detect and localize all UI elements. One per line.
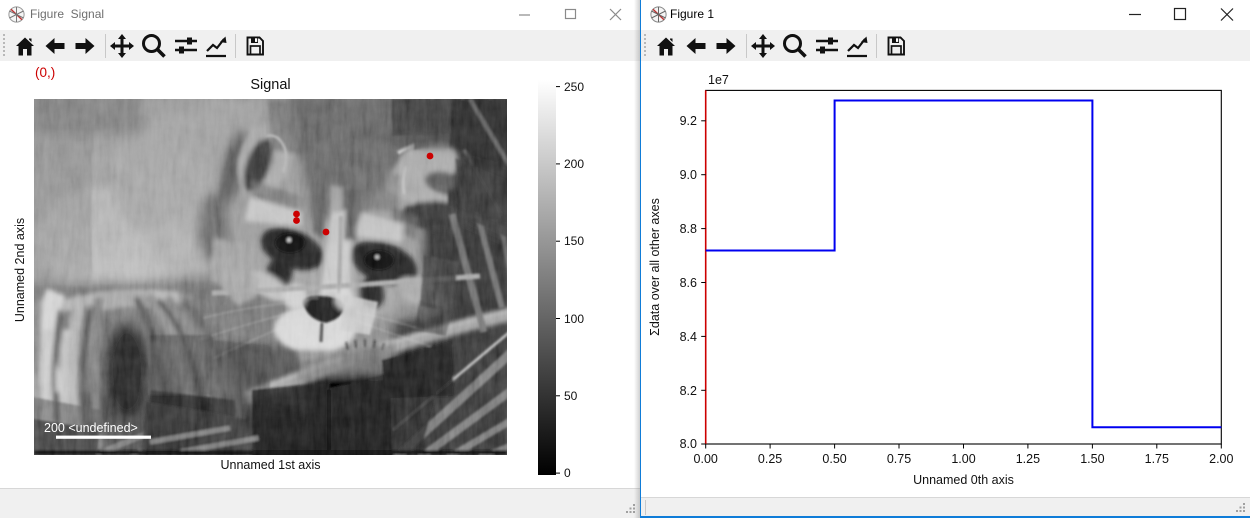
svg-text:0.00: 0.00 [694, 452, 718, 466]
svg-text:0.75: 0.75 [887, 452, 911, 466]
svg-text:8.4: 8.4 [680, 330, 697, 344]
svg-text:250: 250 [564, 80, 584, 94]
svg-text:Unnamed 0th axis: Unnamed 0th axis [913, 473, 1014, 487]
svg-text:200: 200 [564, 157, 584, 171]
svg-text:0.50: 0.50 [822, 452, 846, 466]
svg-text:0: 0 [564, 466, 571, 480]
svg-text:Σdata over all other axes: Σdata over all other axes [648, 198, 662, 336]
svg-text:50: 50 [564, 389, 578, 403]
svg-text:1.25: 1.25 [1016, 452, 1040, 466]
svg-text:1e7: 1e7 [708, 73, 729, 87]
svg-text:100: 100 [564, 312, 584, 326]
svg-text:8.0: 8.0 [680, 437, 697, 451]
svg-text:2.00: 2.00 [1209, 452, 1233, 466]
svg-text:1.50: 1.50 [1080, 452, 1104, 466]
svg-text:9.2: 9.2 [680, 114, 697, 128]
svg-text:1.00: 1.00 [951, 452, 975, 466]
svg-text:9.0: 9.0 [680, 168, 697, 182]
svg-text:0.25: 0.25 [758, 452, 782, 466]
svg-text:1.75: 1.75 [1145, 452, 1169, 466]
svg-text:150: 150 [564, 234, 584, 248]
svg-text:8.2: 8.2 [680, 384, 697, 398]
svg-text:200 <undefined>: 200 <undefined> [44, 421, 138, 435]
svg-text:8.8: 8.8 [680, 222, 697, 236]
svg-text:8.6: 8.6 [680, 276, 697, 290]
